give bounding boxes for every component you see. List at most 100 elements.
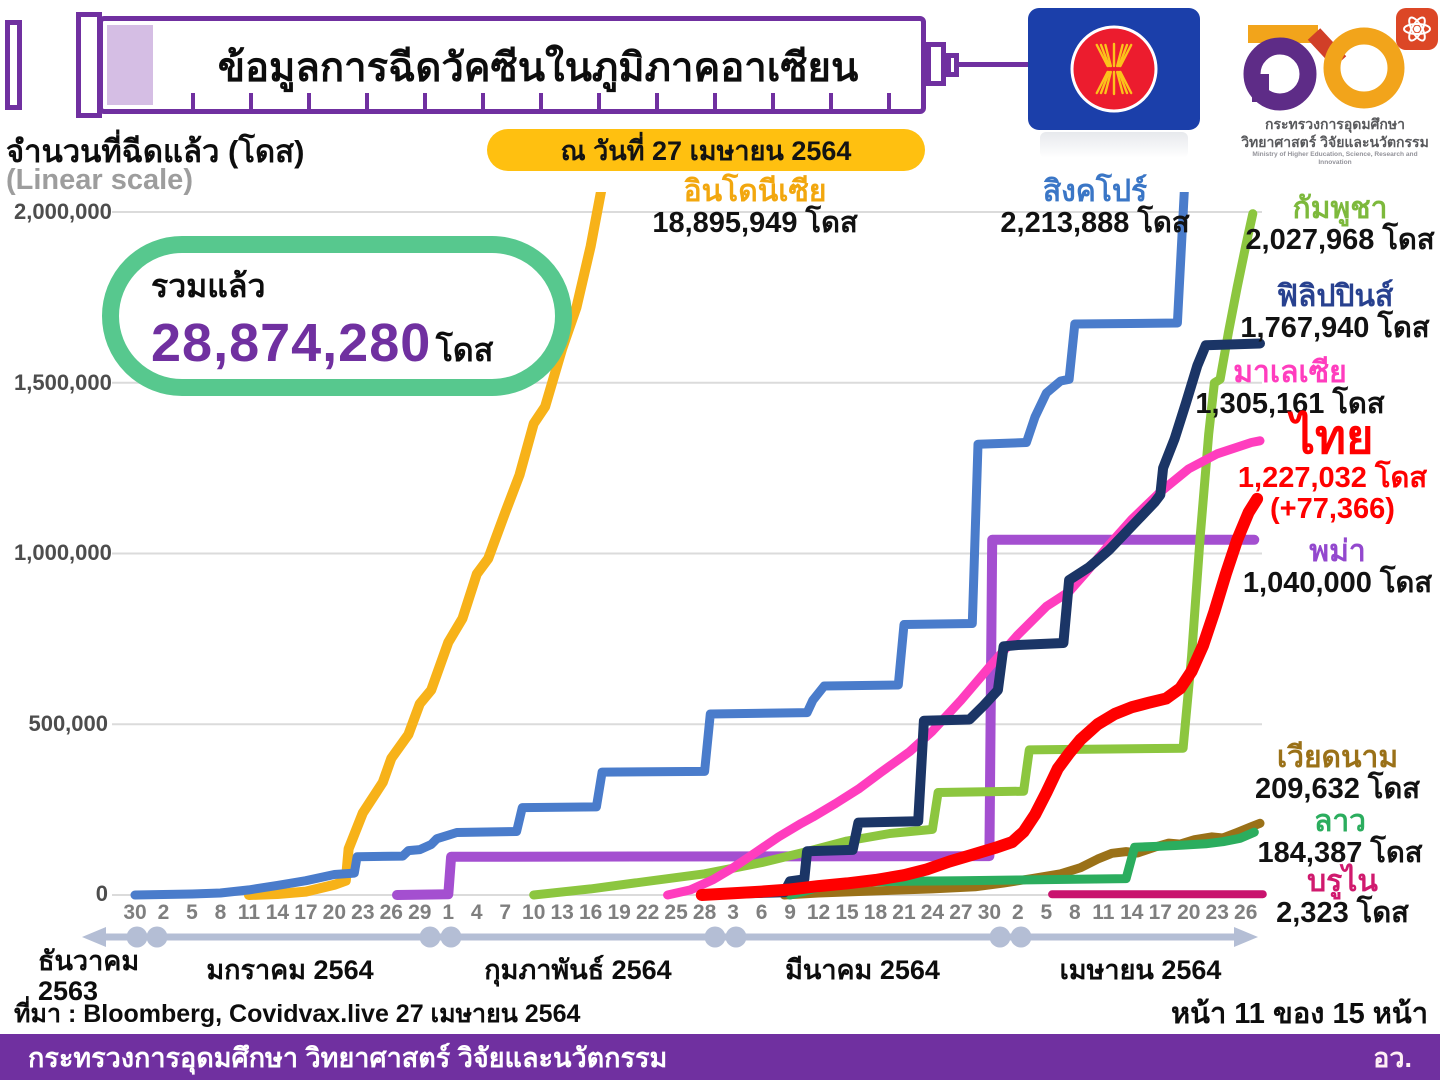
x-tick-label: 28 bbox=[692, 901, 717, 924]
series-label-malaysia: มาเลเซีย 1,305,161 โดส bbox=[1195, 356, 1385, 421]
total-unit: โดส bbox=[435, 332, 494, 368]
x-tick-label: 26 bbox=[1234, 901, 1258, 924]
x-tick-label: 23 bbox=[1205, 901, 1229, 924]
series-line-philippines bbox=[696, 338, 1265, 900]
x-tick-label: 8 bbox=[214, 901, 227, 924]
x-tick-label: 29 bbox=[408, 901, 432, 924]
total-doses-card: รวมแล้ว 28,874,280 โดส bbox=[102, 236, 572, 396]
x-tick-label: 11 bbox=[1092, 901, 1115, 924]
x-tick-label: 17 bbox=[294, 901, 318, 924]
asean-flag bbox=[1028, 8, 1200, 130]
timeline-arrow-left bbox=[82, 927, 106, 947]
x-tick-label: 24 bbox=[920, 901, 945, 924]
y-axis-subtitle: (Linear scale) bbox=[6, 164, 193, 196]
month-label-january: มกราคม 2564 bbox=[206, 955, 374, 985]
month-label-april: เมษายน 2564 bbox=[1059, 955, 1222, 985]
date-badge: ณ วันที่ 27 เมษายน 2564 bbox=[487, 129, 925, 171]
timeline-month-marker bbox=[126, 926, 148, 948]
series-label-cambodia: กัมพูชา 2,027,968 โดส bbox=[1245, 192, 1435, 257]
x-tick-label: 3 bbox=[727, 901, 739, 924]
series-line-indonesia bbox=[243, 192, 607, 900]
x-tick-label: 18 bbox=[863, 901, 888, 924]
x-tick-label: 17 bbox=[1148, 901, 1172, 924]
footer-ministry: กระทรวงการอุดมศึกษา วิทยาศาสตร์ วิจัยและ… bbox=[28, 1042, 668, 1073]
y-axis-title: จำนวนที่ฉีดแล้ว (โดส) bbox=[6, 134, 305, 169]
page-title: ข้อมูลการฉีดวัคซีนในภูมิภาคอาเซียน bbox=[217, 46, 859, 90]
x-tick-label: 1 bbox=[442, 901, 455, 924]
source-note: ที่มา : Bloomberg, Covidvax.live 27 เมษา… bbox=[14, 1000, 581, 1028]
x-tick-label: 9 bbox=[784, 901, 796, 924]
x-tick-label: 4 bbox=[470, 901, 483, 924]
y-tick-label: 2,000,000 bbox=[14, 199, 112, 224]
series-label-myanmar: พม่า 1,040,000 โดส bbox=[1242, 535, 1433, 600]
x-tick-label: 15 bbox=[835, 901, 859, 924]
footer-bar: กระทรวงการอุดมศึกษา วิทยาศาสตร์ วิจัยและ… bbox=[0, 1034, 1440, 1080]
x-tick-label: 26 bbox=[379, 901, 403, 924]
x-tick-label: 23 bbox=[351, 901, 375, 924]
syringe-needle-tip-icon bbox=[946, 53, 959, 77]
mhesi-text-line3: Ministry of Higher Education, Science, R… bbox=[1252, 151, 1418, 167]
x-tick-label: 2 bbox=[157, 901, 170, 924]
x-tick-label: 11 bbox=[237, 901, 260, 924]
atom-icon bbox=[1396, 8, 1438, 50]
syringe-graduation-ticks bbox=[191, 93, 913, 109]
x-tick-label: 12 bbox=[806, 901, 831, 924]
timeline-arrow-right bbox=[1234, 927, 1258, 947]
x-tick-label: 25 bbox=[664, 901, 688, 924]
x-tick-label: 7 bbox=[499, 901, 512, 924]
series-line-myanmar bbox=[392, 534, 1260, 900]
month-label-december: ธันวาคม 2563 bbox=[38, 946, 140, 1007]
mhesi-text-line2: วิทยาศาสตร์ วิจัยและนวัตกรรม bbox=[1241, 133, 1429, 150]
series-label-vietnam: เวียดนาม 209,632 โดส bbox=[1255, 741, 1420, 806]
flag-reflection bbox=[1040, 132, 1188, 158]
y-tick-label: 1,000,000 bbox=[14, 540, 112, 565]
series-label-philippines: ฟิลิปปินส์ 1,767,940 โดส bbox=[1240, 280, 1430, 345]
mhesi-text-line1: กระทรวงการอุดมศึกษา bbox=[1265, 116, 1405, 132]
month-label-march: มีนาคม 2564 bbox=[785, 955, 940, 985]
mhesi-infinity-logo bbox=[1243, 8, 1438, 111]
x-tick-label: 8 bbox=[1068, 901, 1081, 924]
x-tick-label: 20 bbox=[322, 901, 347, 924]
timeline-month-marker bbox=[146, 926, 168, 948]
y-tick-label: 500,000 bbox=[28, 711, 108, 736]
x-tick-label: 5 bbox=[186, 901, 198, 924]
x-tick-label: 30 bbox=[123, 901, 147, 924]
timeline-month-marker bbox=[989, 926, 1011, 948]
x-tick-label: 22 bbox=[635, 901, 660, 924]
series-label-indonesia: อินโดนีเซีย 18,895,949 โดส bbox=[652, 175, 858, 240]
x-axis-tick-row: 30 2 5 8 11 14 17 20 23 26 29 1 4 7 10 13 16 19 22 25 28 3 6 9 1… bbox=[0, 901, 1440, 929]
series-line-thailand bbox=[695, 492, 1264, 901]
x-tick-label: 21 bbox=[892, 901, 916, 924]
x-tick-label: 2 bbox=[1012, 901, 1024, 924]
syringe-plunger-icon bbox=[5, 20, 22, 110]
syringe-fill-block bbox=[107, 25, 153, 105]
syringe-needle-hub-icon bbox=[926, 42, 946, 86]
footer-abbreviation: อว. bbox=[1373, 1042, 1412, 1073]
x-tick-label: 13 bbox=[550, 901, 574, 924]
series-label-singapore: สิงคโปร์ 2,213,888 โดส bbox=[1000, 175, 1190, 240]
x-tick-label: 27 bbox=[949, 901, 973, 924]
x-tick-label: 30 bbox=[977, 901, 1002, 924]
series-label-thailand: ไทย 1,227,032 โดส (+77,366) bbox=[1230, 411, 1435, 526]
series-line-singapore bbox=[130, 192, 1189, 900]
page-indicator: หน้า 11 ของ 15 หน้า bbox=[1171, 998, 1428, 1030]
total-label: รวมแล้ว bbox=[151, 268, 266, 304]
syringe-barrel: ข้อมูลการฉีดวัคซีนในภูมิภาคอาเซียน bbox=[98, 16, 926, 114]
series-label-laos: ลาว 184,387 โดส bbox=[1257, 805, 1423, 870]
series-line-malaysia bbox=[663, 436, 1265, 900]
x-tick-label: 14 bbox=[1120, 901, 1144, 924]
timeline-month-marker bbox=[1010, 926, 1032, 948]
syringe-needle-line bbox=[958, 62, 1028, 67]
timeline-month-marker bbox=[440, 926, 462, 948]
timeline-month-marker bbox=[725, 926, 747, 948]
x-tick-label: 5 bbox=[1040, 901, 1053, 924]
x-tick-label: 20 bbox=[1177, 901, 1201, 924]
thailand-delta: (+77,366) bbox=[1270, 493, 1395, 526]
timeline-month-marker bbox=[419, 926, 441, 948]
timeline-month-marker bbox=[704, 926, 726, 948]
x-tick-label: 16 bbox=[578, 901, 603, 924]
month-label-february: กุมภาพันธ์ 2564 bbox=[484, 955, 672, 985]
y-tick-label: 1,500,000 bbox=[14, 370, 112, 395]
